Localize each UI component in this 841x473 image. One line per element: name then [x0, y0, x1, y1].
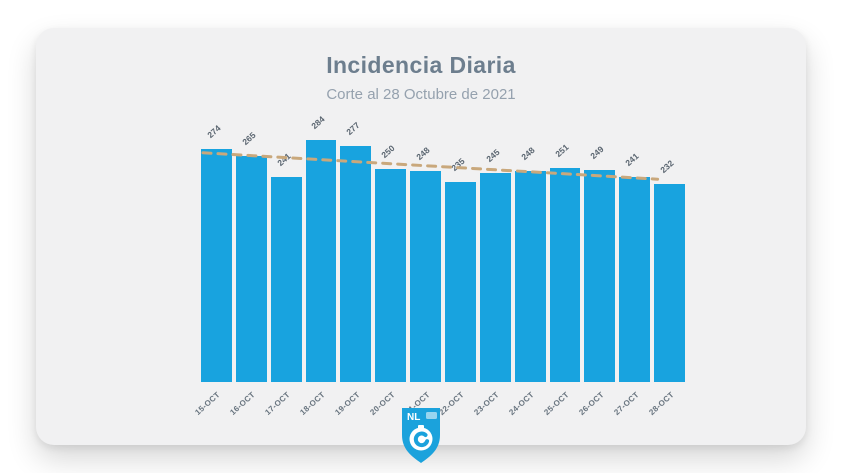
bar-27-oct — [619, 176, 651, 382]
bar-value-label: 249 — [588, 143, 606, 161]
x-axis-label: 18-OCT — [298, 390, 327, 417]
bar-value-label: 251 — [553, 142, 571, 160]
bar-column: 248 24-OCT — [507, 124, 546, 417]
bar-value-label: 277 — [344, 120, 362, 137]
bar-column: 274 15-OCT — [194, 122, 232, 417]
x-axis-label: 19-OCT — [333, 390, 362, 417]
bar-column: 245 23-OCT — [473, 124, 511, 417]
bar-value-label: 245 — [483, 147, 502, 165]
x-axis-label: 25-OCT — [542, 390, 571, 417]
bar-23-oct — [479, 173, 511, 382]
x-axis-label: 17-OCT — [263, 390, 292, 417]
bar-column: 277 19-OCT — [333, 120, 372, 417]
bar-21-oct — [410, 170, 442, 382]
bar-value-label: 265 — [239, 130, 258, 148]
bar-28-oct — [654, 184, 686, 382]
bar-column: 284 18-OCT — [298, 114, 337, 417]
bar-value-label: 241 — [623, 150, 641, 168]
bar-value-label: 232 — [658, 158, 676, 176]
bar-24-oct — [514, 170, 546, 382]
bar-column: 235 22-OCT — [438, 124, 476, 417]
bar-column: 265 16-OCT — [229, 124, 267, 417]
x-axis-label: 24-OCT — [507, 390, 536, 417]
bar-16-oct — [235, 156, 267, 382]
bar-chart: 274 15-OCT 265 16-OCT 241 17-OCT 284 18-OCT 277 1… — [194, 114, 686, 417]
x-axis-label: 26-OCT — [577, 390, 606, 417]
bar-value-label: 250 — [379, 143, 397, 160]
bar-column: 251 25-OCT — [542, 124, 581, 417]
bar-column: 248 21-OCT — [403, 124, 442, 417]
nuevo-leon-logo: NL — [399, 404, 443, 466]
logo-nl-text: NL — [407, 412, 420, 423]
bar-22-oct — [445, 181, 476, 382]
bar-value-label: 241 — [274, 150, 293, 168]
bar-column: 232 28-OCT — [647, 124, 686, 417]
x-axis-label: 28-OCT — [646, 390, 676, 417]
x-axis-label: 16-OCT — [228, 390, 258, 417]
page-subtitle: Corte al 28 Octubre de 2021 — [326, 86, 516, 103]
bar-value-label: 235 — [449, 155, 467, 173]
bar-17-oct — [270, 176, 302, 382]
x-axis-label: 27-OCT — [612, 390, 641, 417]
bar-19-oct — [340, 146, 372, 382]
bar-value-label: 248 — [414, 144, 432, 162]
bar-value-label: 248 — [518, 144, 537, 162]
x-axis-label: 20-OCT — [367, 390, 397, 417]
bar-25-oct — [549, 168, 581, 382]
shield-badge-icon: NL — [401, 408, 440, 463]
bar-18-oct — [305, 140, 337, 382]
page-title: Incidencia Diaria — [326, 52, 516, 78]
bar-26-oct — [584, 169, 616, 382]
bar-column: 241 27-OCT — [612, 124, 651, 417]
bar-column: 249 26-OCT — [577, 124, 616, 417]
bar-column: 241 17-OCT — [263, 124, 302, 417]
x-axis-label: 23-OCT — [472, 390, 502, 417]
bar-value-label: 284 — [309, 114, 327, 131]
bar-column: 250 20-OCT — [368, 124, 407, 417]
chart-card: Incidencia Diaria Corte al 28 Octubre de… — [36, 28, 806, 445]
bar-20-oct — [375, 169, 407, 382]
bar-15-oct — [201, 148, 232, 382]
bar-value-label: 274 — [205, 122, 223, 140]
x-axis-label: 15-OCT — [193, 390, 223, 417]
